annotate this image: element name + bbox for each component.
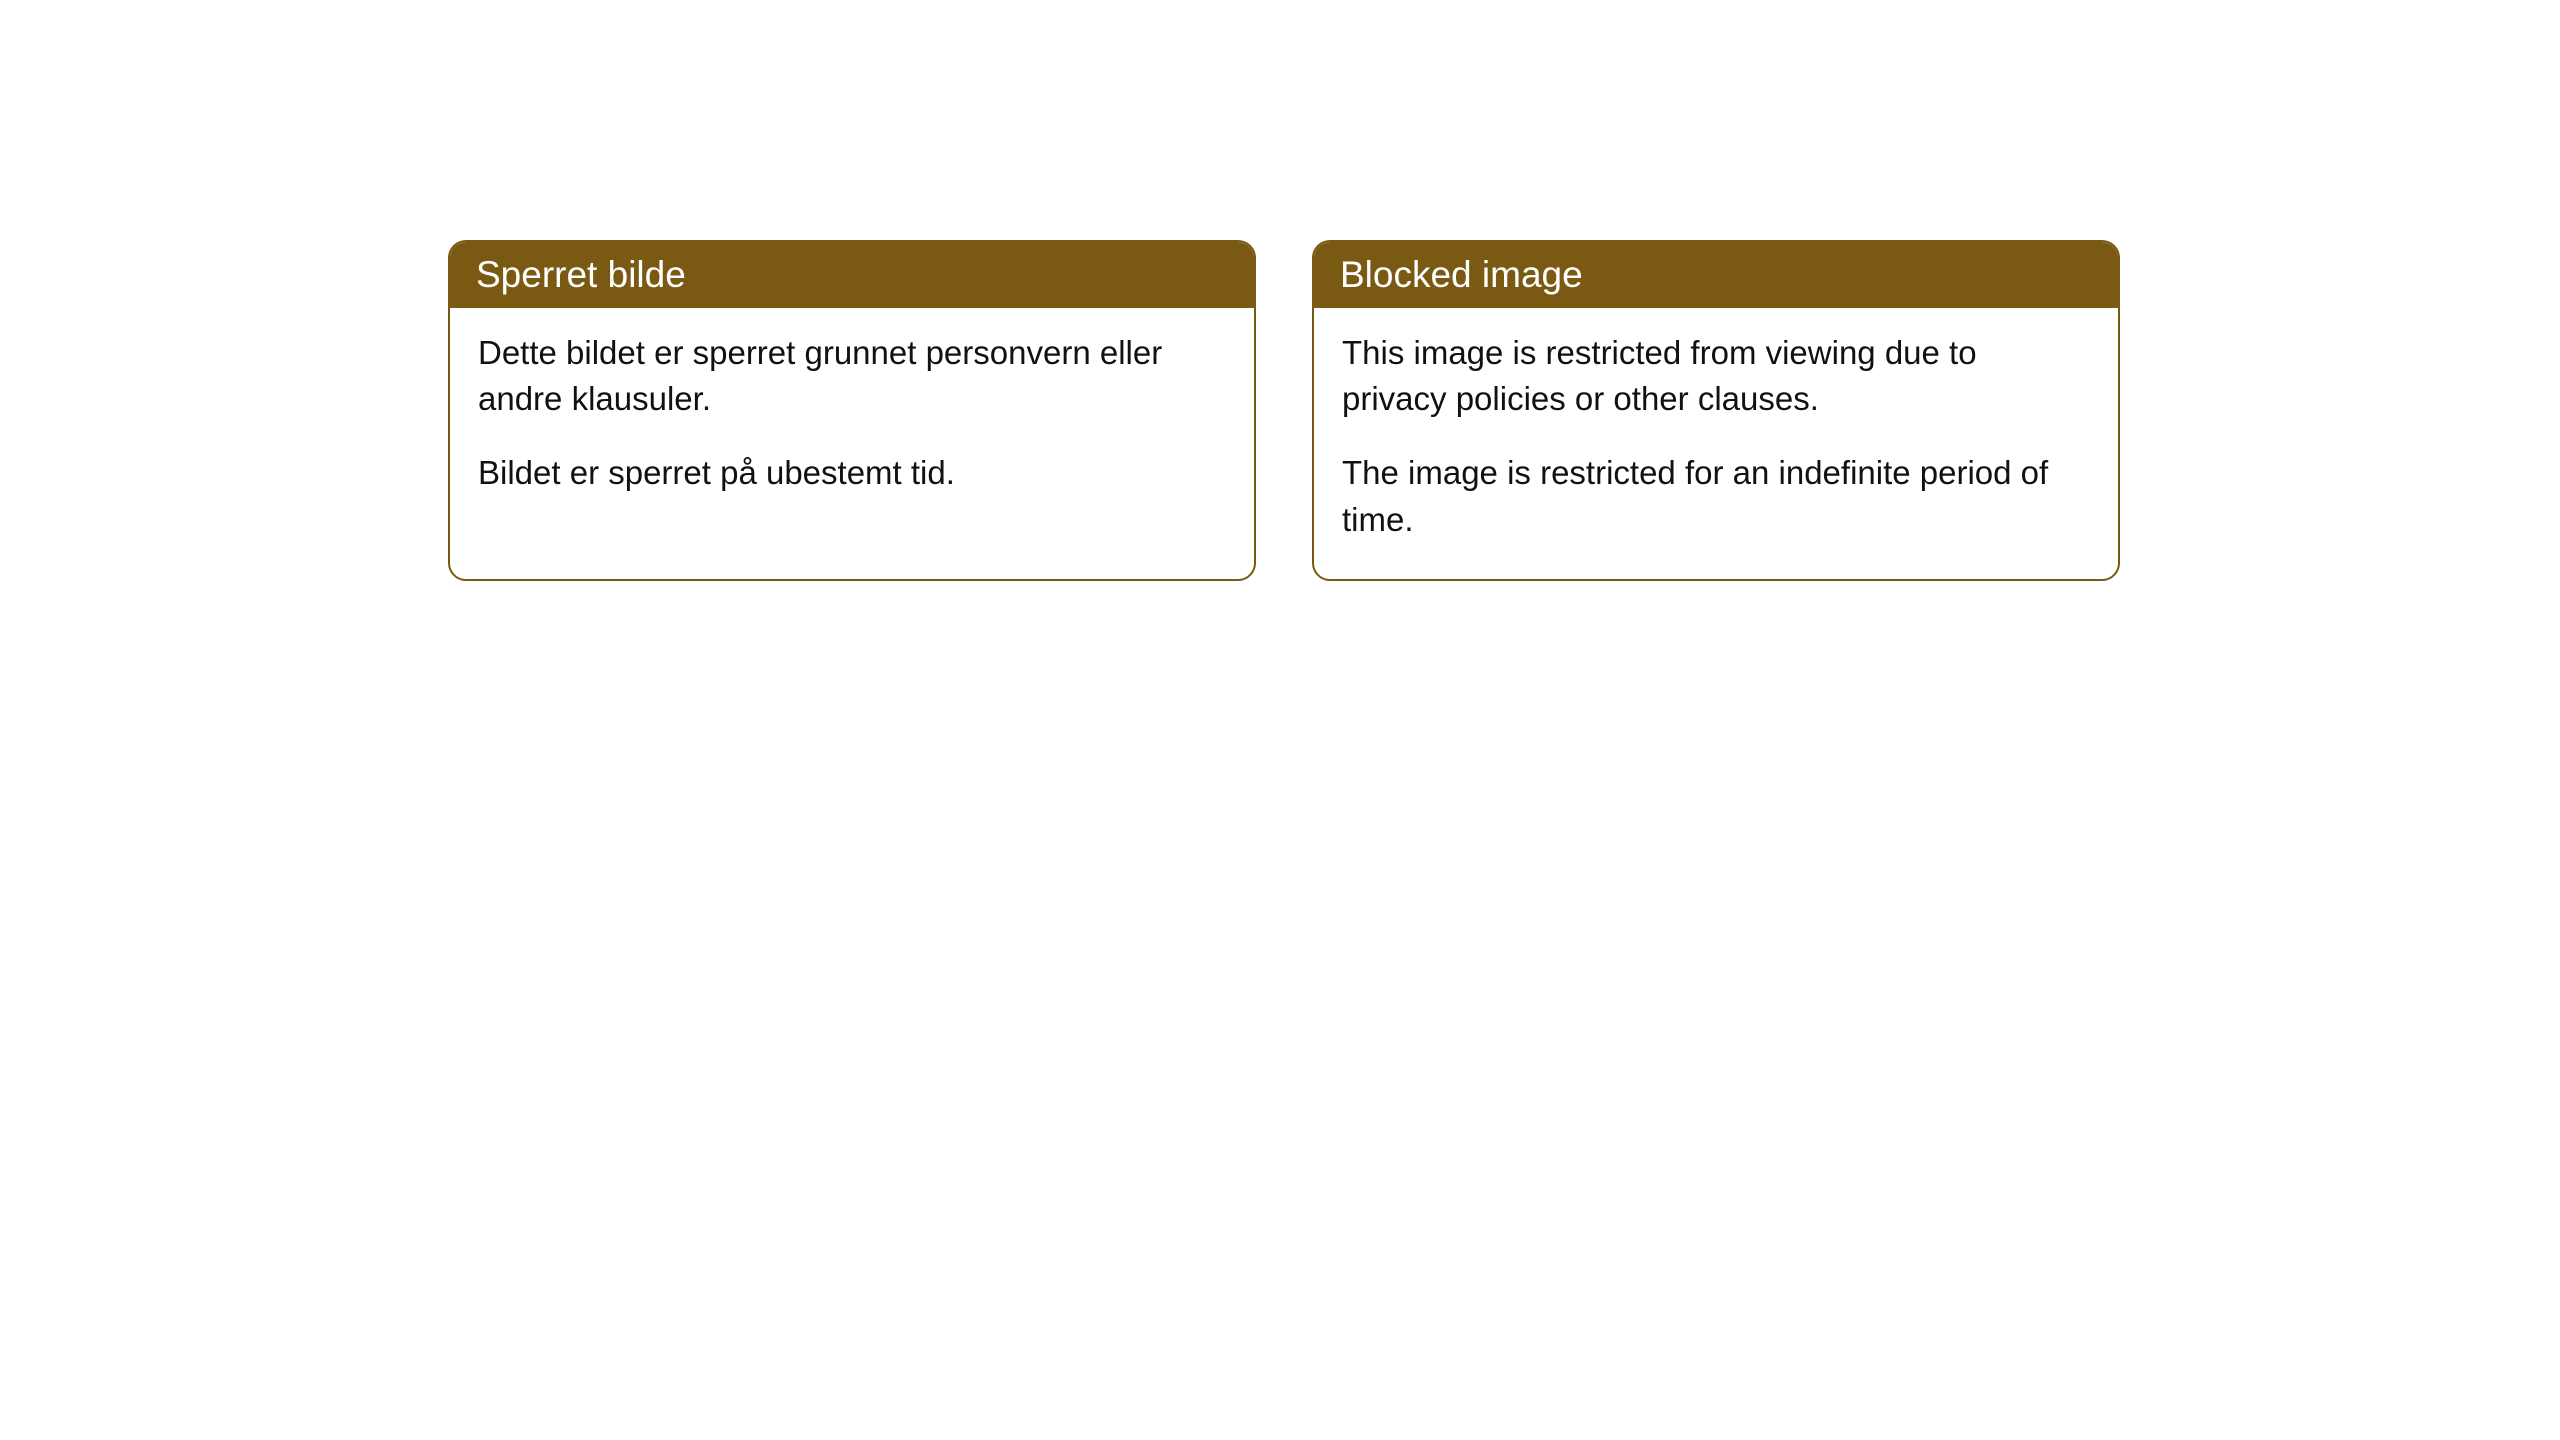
notice-container: Sperret bilde Dette bildet er sperret gr… xyxy=(448,240,2120,581)
notice-title: Sperret bilde xyxy=(476,254,686,295)
notice-paragraph: The image is restricted for an indefinit… xyxy=(1342,450,2090,542)
notice-paragraph: Dette bildet er sperret grunnet personve… xyxy=(478,330,1226,422)
notice-header: Sperret bilde xyxy=(450,242,1254,308)
notice-body: Dette bildet er sperret grunnet personve… xyxy=(450,308,1254,533)
notice-paragraph: This image is restricted from viewing du… xyxy=(1342,330,2090,422)
notice-box-norwegian: Sperret bilde Dette bildet er sperret gr… xyxy=(448,240,1256,581)
notice-box-english: Blocked image This image is restricted f… xyxy=(1312,240,2120,581)
notice-body: This image is restricted from viewing du… xyxy=(1314,308,2118,579)
notice-header: Blocked image xyxy=(1314,242,2118,308)
notice-paragraph: Bildet er sperret på ubestemt tid. xyxy=(478,450,1226,496)
notice-title: Blocked image xyxy=(1340,254,1583,295)
